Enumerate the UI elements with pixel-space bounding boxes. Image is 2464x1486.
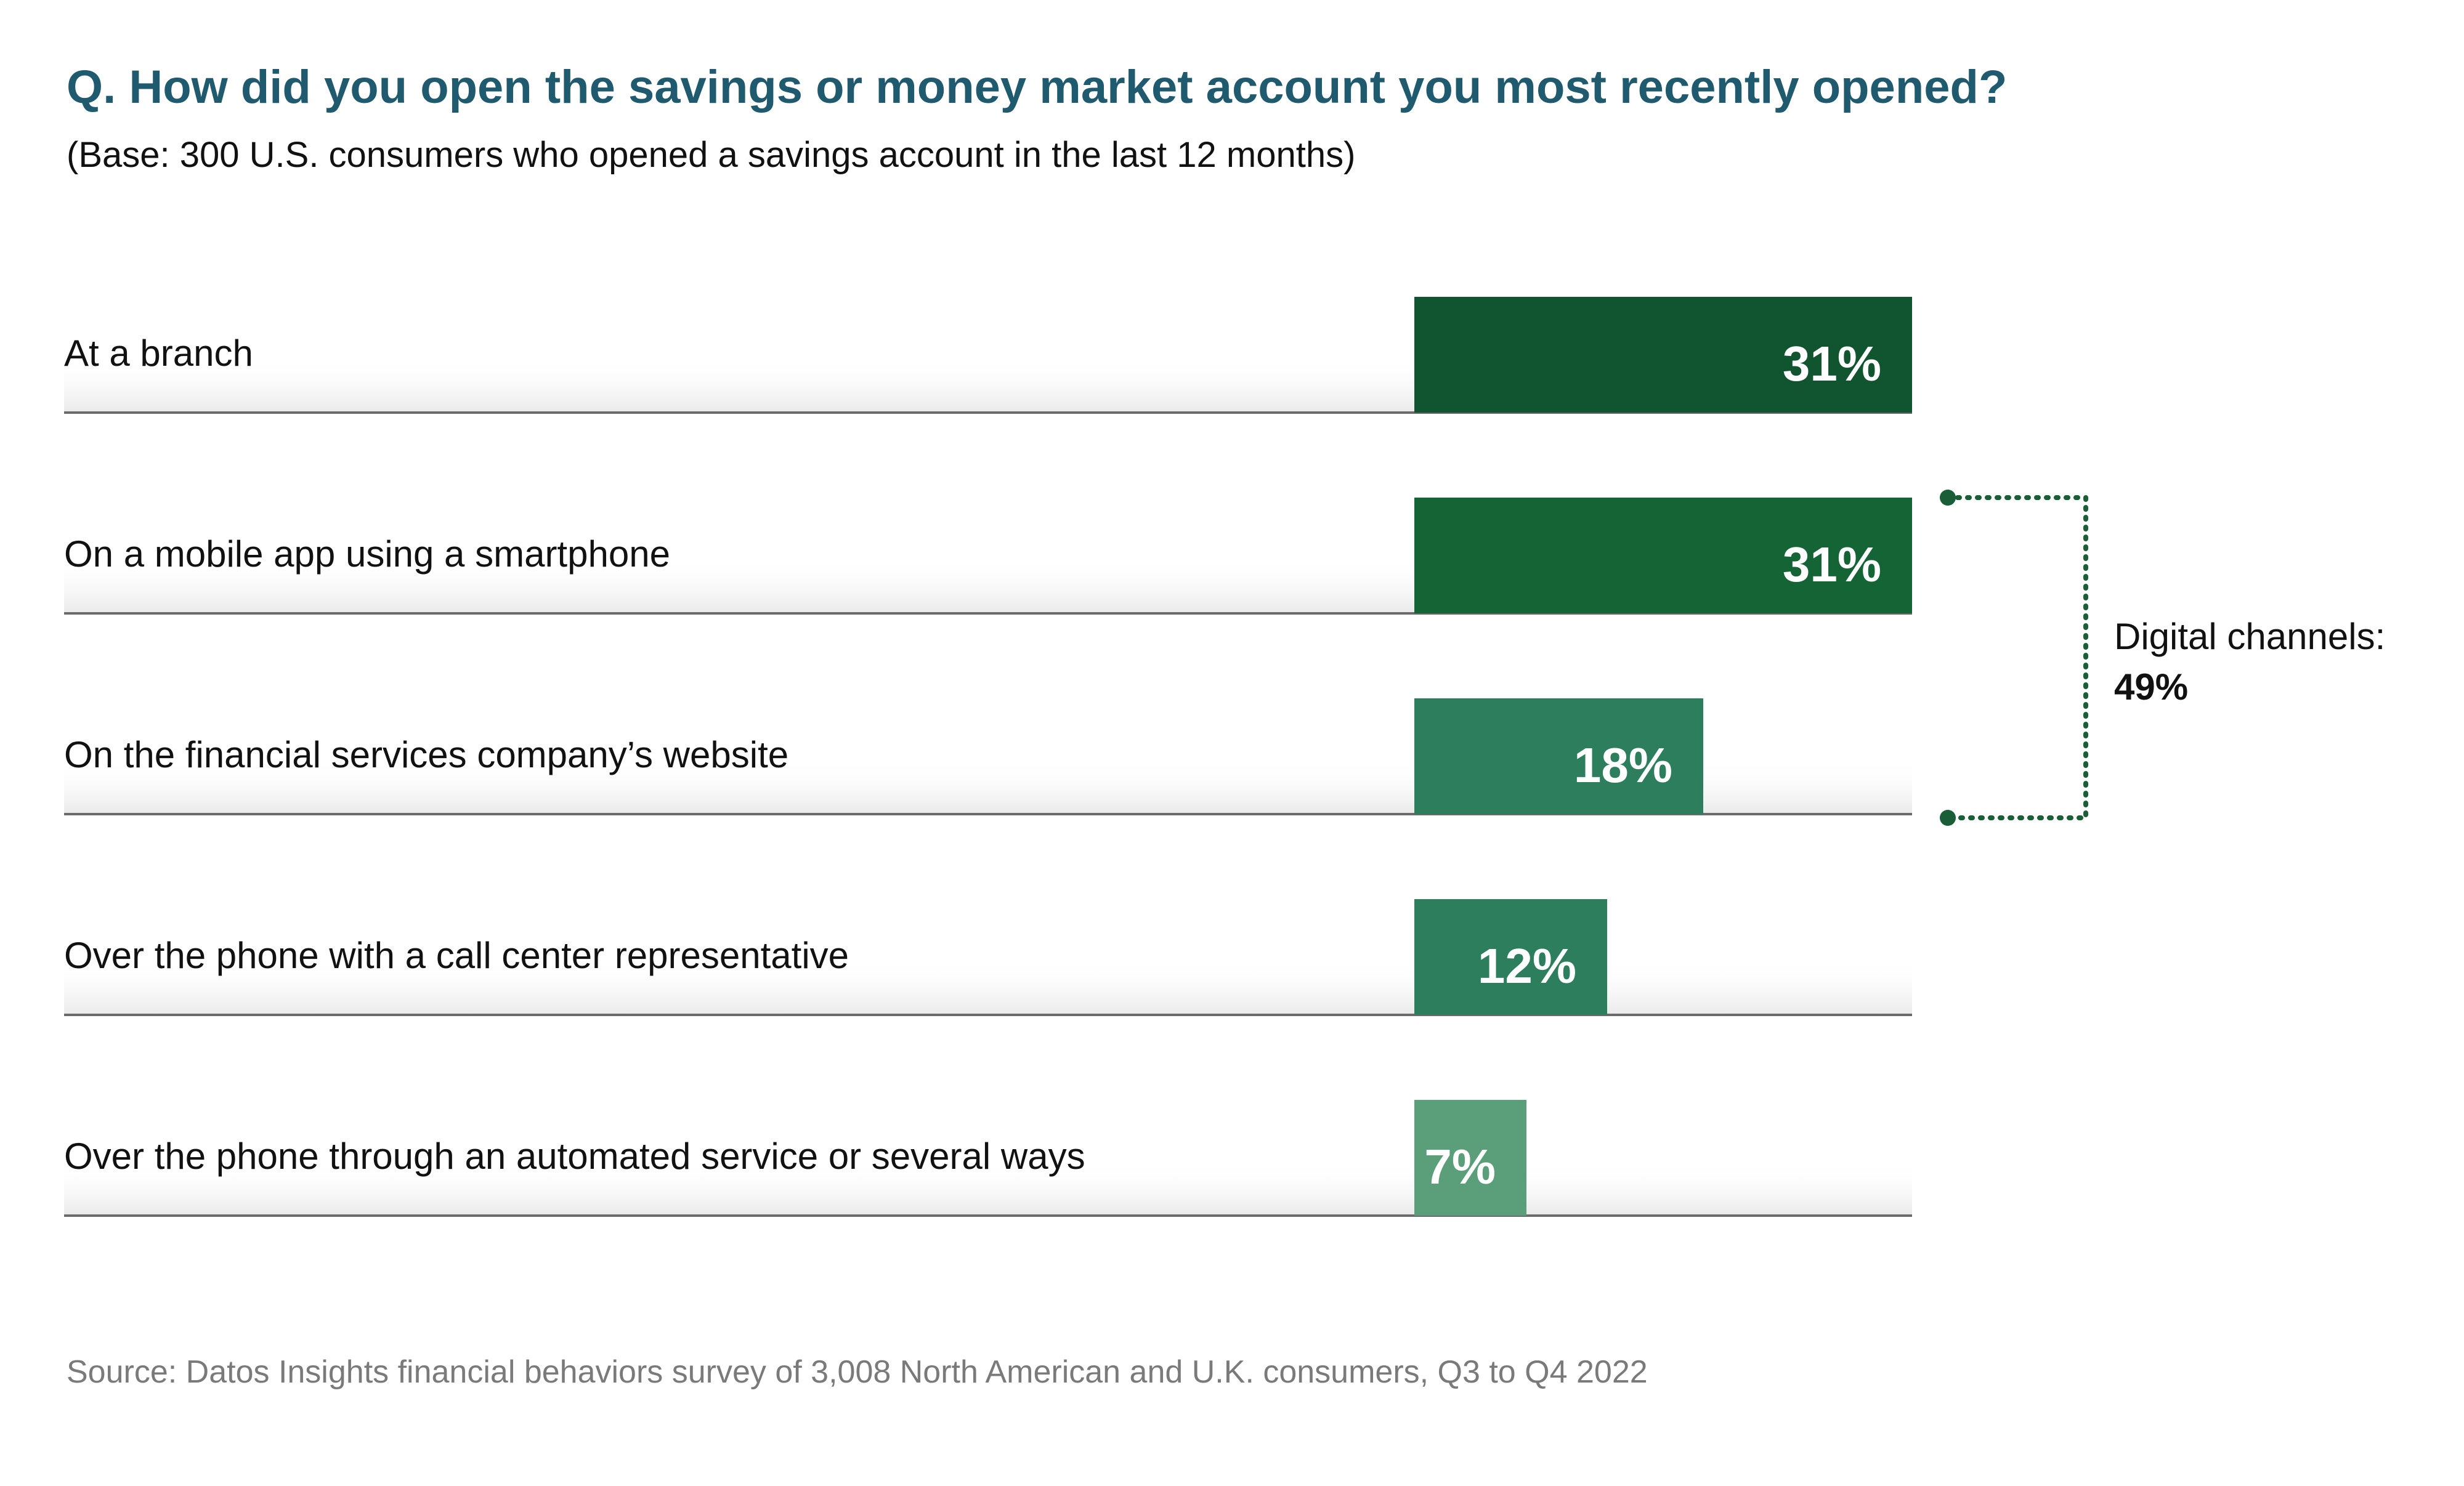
category-label: On a mobile app using a smartphone	[64, 533, 670, 575]
digital-channels-bracket: Digital channels: 49%	[1940, 490, 2385, 826]
category-label: At a branch	[64, 333, 253, 374]
bar	[1414, 498, 1912, 613]
value-label: 31%	[1783, 537, 1881, 592]
bar-row: On a mobile app using a smartphone 31%	[64, 498, 1912, 615]
bar	[1414, 297, 1912, 413]
bar	[1414, 1100, 1526, 1216]
bracket-value: 49%	[2114, 666, 2188, 708]
category-label: Over the phone through an automated serv…	[64, 1136, 1085, 1177]
bracket-dot	[1940, 810, 1956, 826]
value-label: 31%	[1783, 336, 1881, 391]
bar	[1414, 698, 1703, 814]
value-label: 18%	[1574, 738, 1672, 793]
value-label: 7%	[1424, 1139, 1496, 1194]
value-label: 12%	[1478, 939, 1576, 993]
row-shade	[64, 1160, 1912, 1216]
bar-row: At a branch 31%	[64, 297, 1912, 414]
category-label: Over the phone with a call center repres…	[64, 935, 849, 976]
bar-row: On the financial services company’s webs…	[64, 698, 1912, 815]
bracket-dot	[1940, 490, 1956, 506]
bracket-label: Digital channels:	[2114, 616, 2385, 657]
bar-row: Over the phone through an automated serv…	[64, 1100, 1912, 1217]
bar	[1414, 899, 1607, 1015]
chart-subtitle: (Base: 300 U.S. consumers who opened a s…	[67, 135, 1356, 175]
chart-title: Q. How did you open the savings or money…	[67, 61, 2008, 113]
chart-source: Source: Datos Insights financial behavio…	[67, 1354, 1648, 1390]
bar-row: Over the phone with a call center repres…	[64, 899, 1912, 1016]
bracket-line	[1945, 495, 2088, 820]
category-label: On the financial services company’s webs…	[64, 734, 788, 775]
